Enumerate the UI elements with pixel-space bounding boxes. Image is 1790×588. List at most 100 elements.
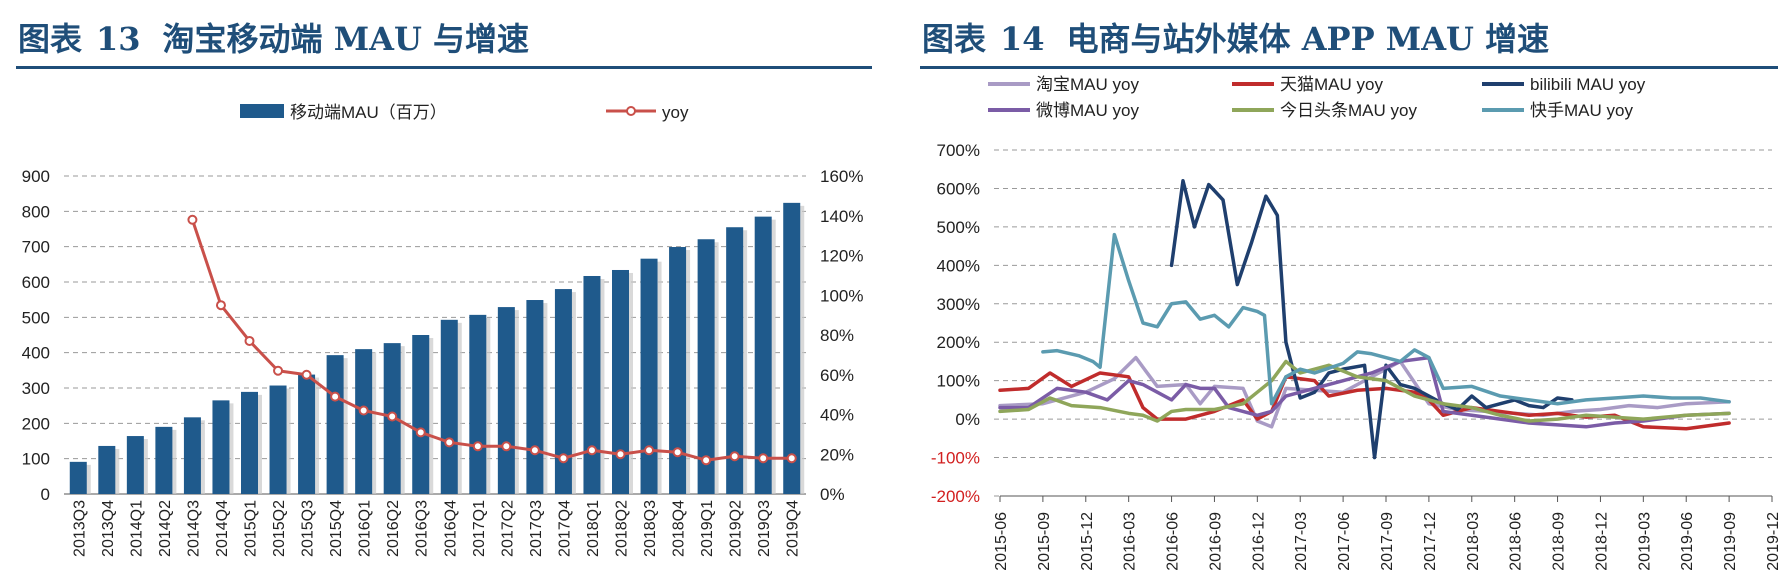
x-tick-label: 2019Q4	[785, 500, 802, 557]
x-tick-label: 2015Q3	[300, 500, 317, 557]
x-tick-label: 2014Q1	[128, 500, 145, 557]
legend-bar-swatch	[240, 104, 284, 118]
y-tick: -200%	[931, 487, 980, 506]
bar	[554, 289, 572, 494]
x-tick-label: 2019Q1	[699, 500, 716, 557]
series-line	[998, 355, 1731, 429]
bar	[126, 436, 144, 494]
y-tick: 400%	[937, 256, 980, 275]
right-y-tick: 160%	[820, 167, 863, 186]
x-tick-label: 2015-09	[1036, 512, 1053, 571]
legend-label: 快手MAU yoy	[1530, 101, 1633, 120]
x-tick-label: 2018Q1	[585, 500, 602, 557]
bar	[412, 335, 430, 494]
yoy-point	[729, 451, 740, 462]
x-tick-label: 2016Q2	[385, 500, 402, 557]
x-tick-label: 2017Q1	[471, 500, 488, 557]
x-tick-label: 2018Q2	[614, 500, 631, 557]
x-tick-label: 2018-06	[1508, 512, 1525, 571]
y-tick: 500%	[937, 218, 980, 237]
bar	[241, 391, 258, 494]
yoy-point	[586, 445, 597, 456]
left-y-tick: 600	[22, 273, 50, 292]
series-line	[998, 371, 1731, 431]
left-y-tick: 300	[22, 379, 50, 398]
bar	[783, 202, 801, 494]
right-y-tick: 80%	[820, 326, 854, 345]
yoy-point	[187, 214, 198, 225]
bar	[98, 445, 116, 494]
yoy-point	[244, 335, 255, 346]
yoy-point	[301, 369, 312, 380]
right-title-number: 14	[1000, 20, 1045, 58]
bar	[298, 374, 316, 494]
bar	[269, 385, 287, 494]
bar	[583, 275, 601, 494]
bar	[355, 349, 373, 494]
x-tick-label: 2014Q4	[214, 500, 231, 557]
y-tick: 700%	[937, 141, 980, 160]
bar	[183, 417, 201, 494]
x-tick-label: 2017Q2	[499, 500, 516, 557]
yoy-point	[358, 405, 369, 416]
yoy-point	[786, 453, 797, 464]
yoy-point	[472, 441, 483, 452]
yoy-point	[273, 365, 284, 376]
yoy-point	[330, 391, 341, 402]
x-tick-label: 2017-09	[1379, 512, 1396, 571]
x-tick-label: 2019Q2	[728, 500, 745, 557]
x-tick-label: 2014Q2	[157, 500, 174, 557]
series-line	[1169, 179, 1574, 460]
right-title-prefix: 图表	[922, 20, 987, 58]
left-y-tick: 800	[22, 202, 50, 221]
x-tick-label: 2014Q3	[185, 500, 202, 557]
bar	[469, 314, 487, 494]
right-y-tick: 140%	[820, 207, 863, 226]
x-tick-label: 2016Q3	[414, 500, 431, 557]
right-y-tick: 0%	[820, 485, 845, 504]
x-tick-label: 2019-09	[1722, 512, 1739, 571]
left-title-number: 13	[96, 20, 141, 58]
bar	[526, 300, 544, 494]
x-tick-label: 2018Q3	[642, 500, 659, 557]
y-tick: 300%	[937, 295, 980, 314]
x-tick-label: 2016-09	[1207, 512, 1224, 571]
yoy-point	[501, 441, 512, 452]
right-y-tick: 120%	[820, 247, 863, 266]
left-title-rule	[16, 66, 872, 69]
yoy-point	[444, 437, 455, 448]
legend-bar-label: 移动端MAU（百万）	[290, 103, 447, 122]
bar	[155, 426, 173, 494]
x-tick-label: 2019Q3	[756, 500, 773, 557]
legend-yoy-label: yoy	[662, 103, 689, 122]
right-y-tick: 40%	[820, 406, 854, 425]
x-tick-label: 2016-06	[1165, 512, 1182, 571]
left-y-tick: 100	[22, 450, 50, 469]
bar	[212, 400, 230, 494]
yoy-point	[615, 449, 626, 460]
x-tick-label: 2015-12	[1079, 512, 1096, 571]
left-y-tick: 0	[41, 485, 50, 504]
yoy-point	[387, 411, 398, 422]
left-y-tick: 900	[22, 167, 50, 186]
right-title-rule	[920, 66, 1778, 69]
x-tick-label: 2016-03	[1122, 512, 1139, 571]
x-tick-label: 2019-12	[1765, 512, 1782, 571]
x-tick-label: 2018-03	[1465, 512, 1482, 571]
y-tick: 600%	[937, 179, 980, 198]
series-line	[998, 355, 1731, 429]
bar	[612, 269, 629, 494]
mau-bar-chart: 0 100 200 300 400 500 600 700 800 900 0% 20% 40% 60% 8…	[22, 103, 864, 557]
x-tick-label: 2018-12	[1593, 512, 1610, 571]
bar	[640, 258, 658, 494]
legend-label: 今日头条MAU yoy	[1280, 101, 1417, 120]
x-tick-label: 2015Q2	[271, 500, 288, 557]
bar	[726, 227, 744, 494]
left-y-tick: 200	[22, 414, 50, 433]
legend-label: bilibili MAU yoy	[1530, 75, 1646, 94]
left-y-tick: 700	[22, 238, 50, 257]
left-panel-title: 图表 13 淘宝移动端 MAU 与增速	[18, 14, 529, 62]
bar	[326, 355, 344, 494]
yoy-point	[758, 453, 769, 464]
right-y-tick: 60%	[820, 366, 854, 385]
